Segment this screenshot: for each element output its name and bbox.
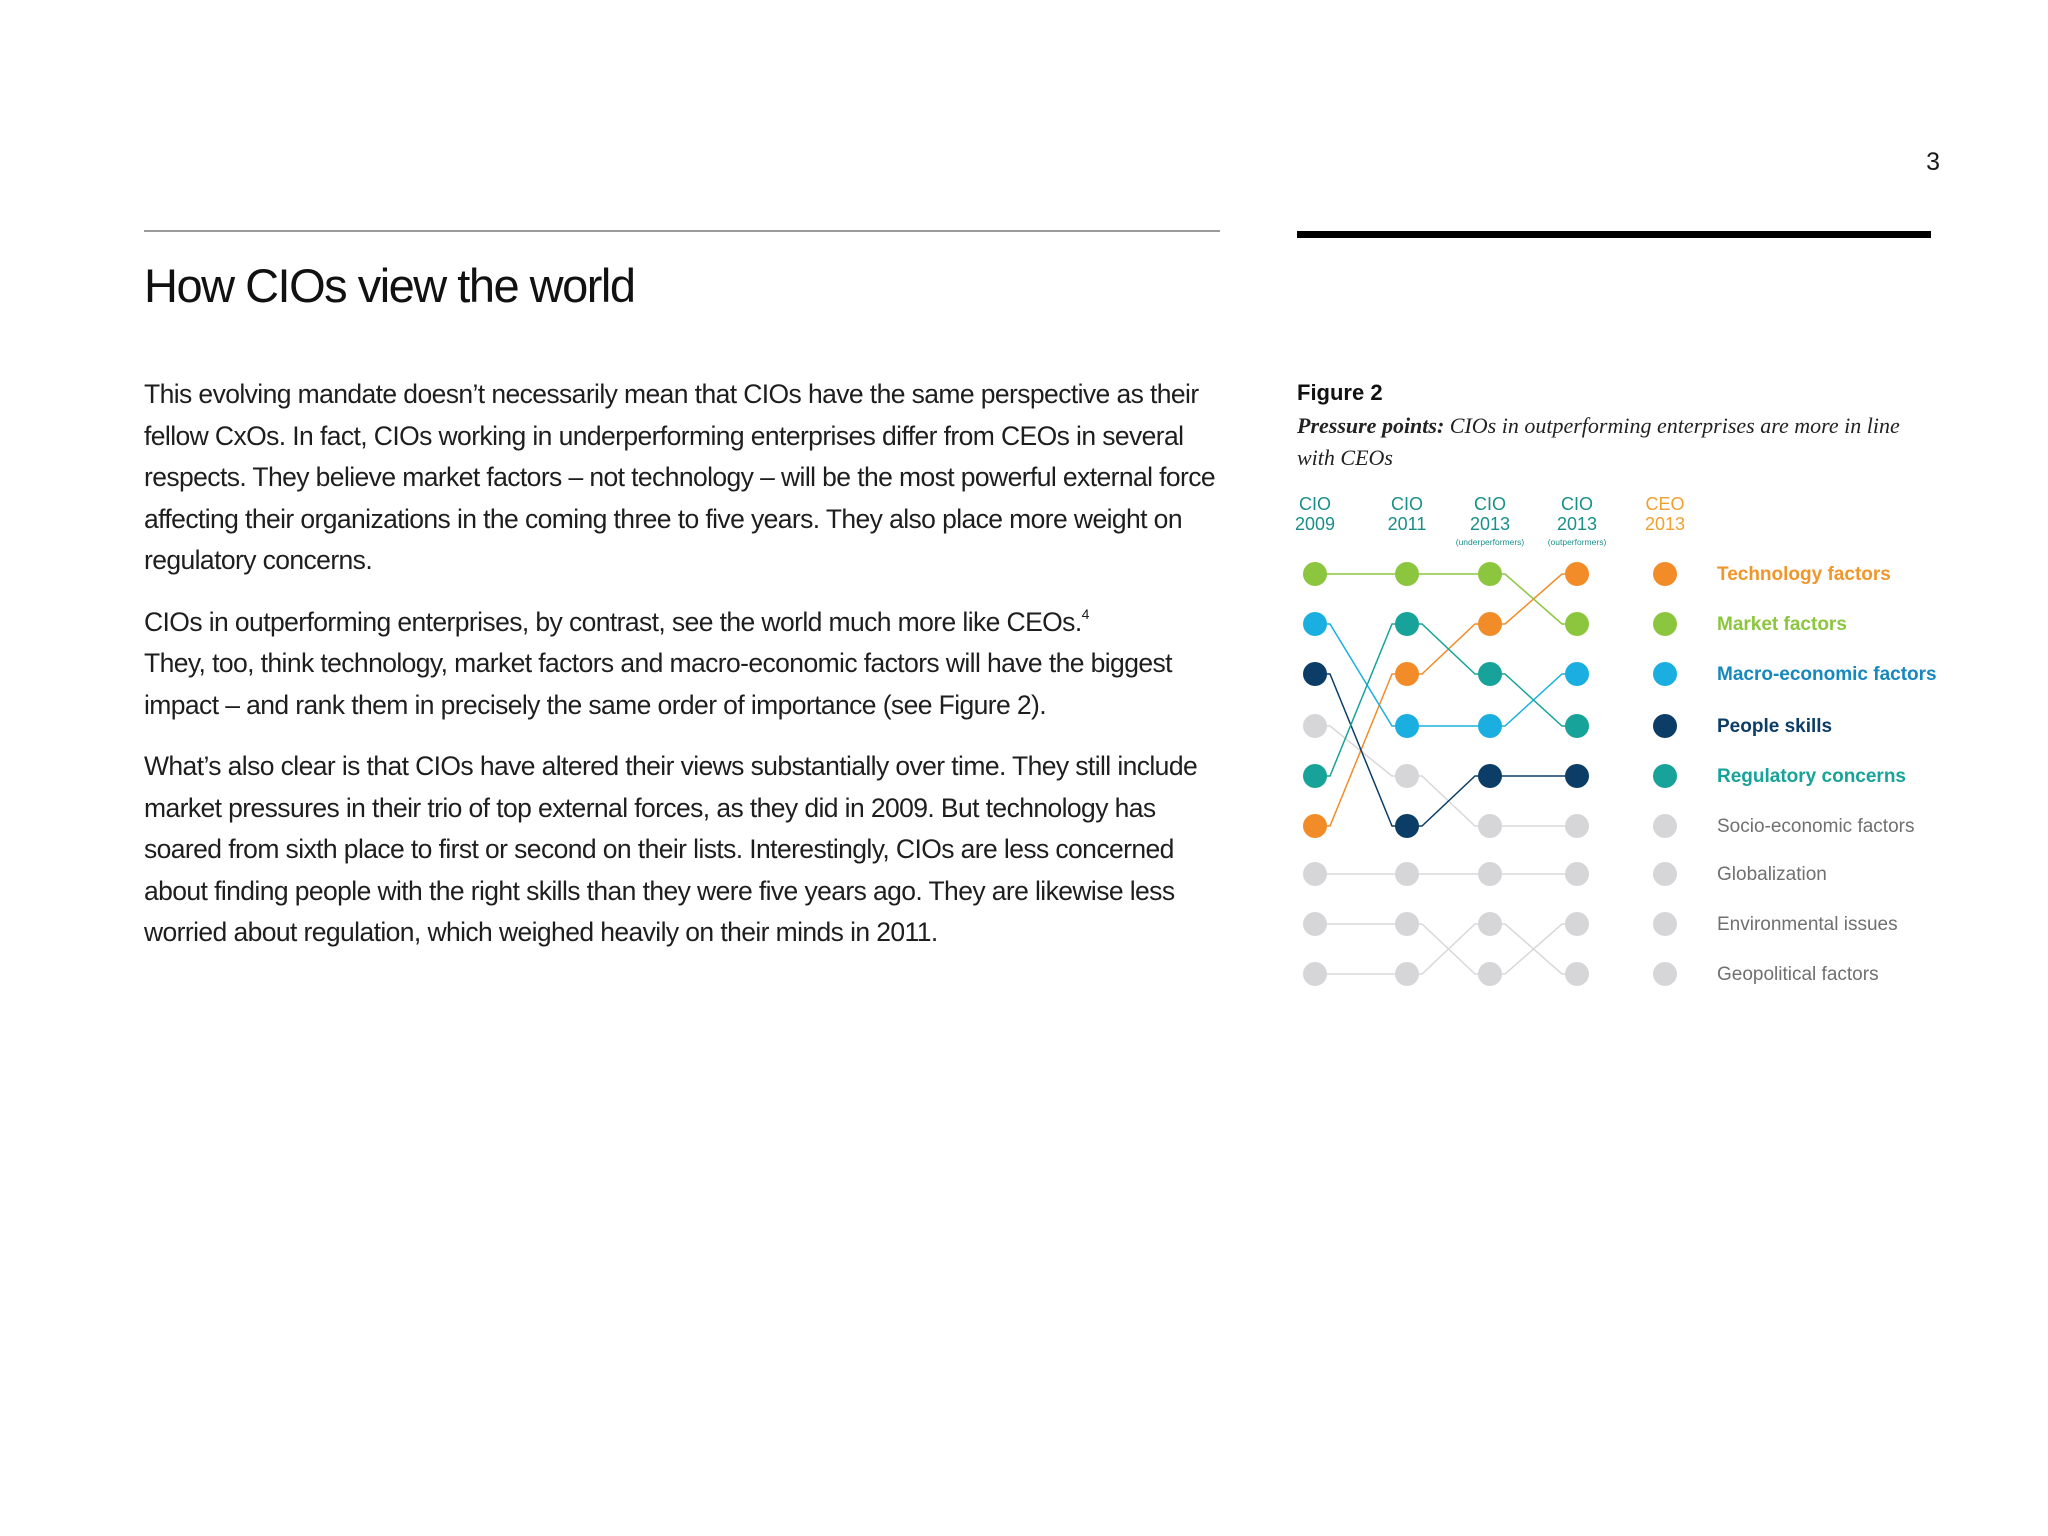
- column-header-1-line1: CIO: [1391, 494, 1423, 514]
- column-header-2-line1: CIO: [1474, 494, 1506, 514]
- body-text: This evolving mandate doesn’t necessaril…: [144, 374, 1234, 974]
- paragraph-3: What’s also clear is that CIOs have alte…: [144, 751, 1198, 947]
- dot-market-factors-col0: [1303, 562, 1327, 586]
- dot-globalization-col1: [1395, 862, 1419, 886]
- dot-technology-factors-col1: [1395, 662, 1419, 686]
- figure-caption-text: CIOs in outperforming enterprises are mo…: [1297, 413, 1900, 470]
- dot-geopolitical-factors-col1: [1395, 962, 1419, 986]
- legend-label-geopolitical-factors: Geopolitical factors: [1717, 964, 1879, 985]
- column-header-3-line2: 2013: [1557, 514, 1597, 534]
- column-header-3-line1: CIO: [1561, 494, 1593, 514]
- connector-people-skills-1: [1407, 775, 1490, 827]
- legend-label-globalization: Globalization: [1717, 864, 1827, 885]
- dot-socio-economic-factors-col0: [1303, 714, 1327, 738]
- column-header-0-line1: CIO: [1299, 494, 1331, 514]
- dot-people-skills-col0: [1303, 662, 1327, 686]
- dot-people-skills-col3: [1565, 764, 1589, 788]
- dot-geopolitical-factors-col4: [1653, 962, 1677, 986]
- figure-divider: [1297, 231, 1931, 238]
- dot-globalization-col2: [1478, 862, 1502, 886]
- dot-globalization-col3: [1565, 862, 1589, 886]
- dot-macro-economic-factors-col4: [1653, 662, 1677, 686]
- connector-regulatory-concerns-0: [1315, 623, 1407, 777]
- dot-market-factors-col3: [1565, 612, 1589, 636]
- connector-regulatory-concerns-2: [1490, 673, 1577, 727]
- dot-technology-factors-col0: [1303, 814, 1327, 838]
- legend-label-regulatory-concerns: Regulatory concerns: [1717, 766, 1906, 787]
- dot-market-factors-col2: [1478, 562, 1502, 586]
- dot-socio-economic-factors-col4: [1653, 814, 1677, 838]
- dot-macro-economic-factors-col0: [1303, 612, 1327, 636]
- dot-environmental-issues-col1: [1395, 912, 1419, 936]
- figure-caption: Pressure points: CIOs in outperforming e…: [1297, 410, 1937, 474]
- dot-people-skills-col4: [1653, 714, 1677, 738]
- dot-environmental-issues-col0: [1303, 912, 1327, 936]
- dot-people-skills-col2: [1478, 764, 1502, 788]
- page-number: 3: [1926, 148, 1940, 176]
- legend-label-technology-factors: Technology factors: [1717, 564, 1891, 585]
- dot-technology-factors-col3: [1565, 562, 1589, 586]
- dot-globalization-col4: [1653, 862, 1677, 886]
- dot-macro-economic-factors-col3: [1565, 662, 1589, 686]
- dot-environmental-issues-col4: [1653, 912, 1677, 936]
- connector-geopolitical-factors-1: [1407, 923, 1490, 975]
- figure-label: Figure 2: [1297, 380, 1383, 405]
- dot-people-skills-col1: [1395, 814, 1419, 838]
- legend-label-market-factors: Market factors: [1717, 614, 1847, 635]
- dot-macro-economic-factors-col1: [1395, 714, 1419, 738]
- dot-regulatory-concerns-col4: [1653, 764, 1677, 788]
- legend-label-macro-economic-factors: Macro-economic factors: [1717, 664, 1937, 685]
- dot-socio-economic-factors-col2: [1478, 814, 1502, 838]
- section-divider: [144, 230, 1220, 232]
- dot-globalization-col0: [1303, 862, 1327, 886]
- bump-chart: CIO2009CIO2011CIO2013(underperformers)CI…: [1295, 494, 1937, 986]
- connector-macro-economic-factors-0: [1315, 623, 1407, 727]
- connector-regulatory-concerns-1: [1407, 623, 1490, 675]
- dot-regulatory-concerns-col1: [1395, 612, 1419, 636]
- dot-technology-factors-col4: [1653, 562, 1677, 586]
- dot-regulatory-concerns-col0: [1303, 764, 1327, 788]
- dot-socio-economic-factors-col1: [1395, 764, 1419, 788]
- connector-people-skills-0: [1315, 673, 1407, 827]
- column-header-4-line1: CEO: [1645, 494, 1684, 514]
- dot-geopolitical-factors-col0: [1303, 962, 1327, 986]
- dot-technology-factors-col2: [1478, 612, 1502, 636]
- column-header-4-line2: 2013: [1645, 514, 1685, 534]
- connector-market-factors-2: [1490, 573, 1577, 625]
- legend-label-socio-economic-factors: Socio-economic factors: [1717, 816, 1914, 837]
- paragraph-1: This evolving mandate doesn’t necessaril…: [144, 379, 1216, 575]
- column-header-0-line2: 2009: [1295, 514, 1335, 534]
- dot-regulatory-concerns-col2: [1478, 662, 1502, 686]
- paragraph-2-text: CIOs in outperforming enterprises, by co…: [144, 606, 1082, 637]
- page-title: How CIOs view the world: [144, 259, 636, 312]
- paragraph-2: CIOs in outperforming enterprises, by co…: [144, 602, 1234, 727]
- dot-macro-economic-factors-col2: [1478, 714, 1502, 738]
- legend-label-people-skills: People skills: [1717, 716, 1832, 737]
- connector-geopolitical-factors-2: [1490, 923, 1577, 975]
- paragraph-2-rest: They, too, think technology, market fact…: [144, 648, 1172, 720]
- footnote-ref: 4: [1081, 605, 1090, 622]
- dot-environmental-issues-col2: [1478, 962, 1502, 986]
- figure-caption-bold: Pressure points:: [1297, 413, 1445, 438]
- dot-regulatory-concerns-col3: [1565, 714, 1589, 738]
- column-header-3-sub: (outperformers): [1548, 537, 1607, 547]
- column-header-1-line2: 2011: [1388, 514, 1427, 534]
- dot-market-factors-col1: [1395, 562, 1419, 586]
- dot-geopolitical-factors-col2: [1478, 912, 1502, 936]
- dot-market-factors-col4: [1653, 612, 1677, 636]
- dot-socio-economic-factors-col3: [1565, 814, 1589, 838]
- column-header-2-line2: 2013: [1470, 514, 1510, 534]
- column-header-2-sub: (underperformers): [1456, 537, 1525, 547]
- legend-label-environmental-issues: Environmental issues: [1717, 914, 1898, 935]
- dot-environmental-issues-col3: [1565, 912, 1589, 936]
- dot-geopolitical-factors-col3: [1565, 962, 1589, 986]
